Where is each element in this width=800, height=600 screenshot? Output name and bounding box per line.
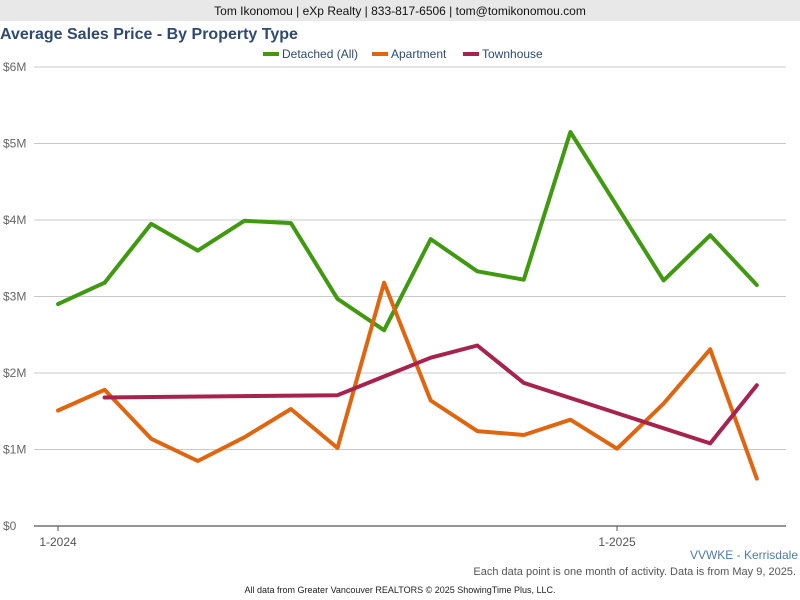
data-note: Each data point is one month of activity…	[473, 566, 796, 578]
y-tick-label: $5M	[3, 137, 26, 151]
gridlines	[34, 66, 786, 450]
y-tick-label: $6M	[3, 60, 26, 74]
region-label: VVWKE - Kerrisdale	[689, 548, 798, 562]
series-line-townhouse	[102, 343, 759, 446]
agent-contact-bar: Tom Ikonomou | eXp Realty | 833-817-6506…	[0, 0, 800, 21]
y-tick-label: $3M	[3, 290, 26, 304]
y-tick-label: $0	[3, 519, 17, 533]
x-tick-label: 1-2025	[598, 535, 636, 549]
axes: $0 $1M $2M $3M $4M $5M $6M 1-2024 1-2025	[3, 60, 786, 549]
series-line-apartment	[56, 280, 759, 481]
series-line-detached-all	[56, 130, 759, 333]
x-tick-label: 1-2024	[39, 535, 77, 549]
series-lines	[56, 130, 759, 481]
legend: Detached (All) Apartment Townhouse	[263, 47, 543, 61]
data-credit: All data from Greater Vancouver REALTORS…	[244, 585, 556, 595]
y-tick-label: $2M	[3, 366, 26, 380]
legend-label: Apartment	[391, 47, 447, 61]
chart-title: Average Sales Price - By Property Type	[0, 26, 298, 43]
legend-label: Detached (All)	[282, 47, 358, 61]
legend-label: Townhouse	[482, 47, 543, 61]
y-tick-label: $1M	[3, 443, 26, 457]
y-tick-label: $4M	[3, 213, 26, 227]
